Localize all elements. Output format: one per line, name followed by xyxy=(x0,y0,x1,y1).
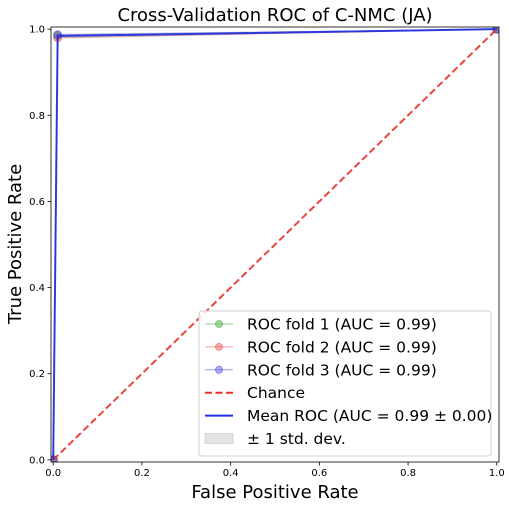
plot-area xyxy=(50,26,500,463)
chance-line xyxy=(52,28,498,461)
chart-title: Cross-Validation ROC of C-NMC (JA) xyxy=(117,5,432,26)
legend-swatch-patch xyxy=(204,433,234,444)
x-tick-label: 0.2 xyxy=(134,468,150,479)
y-tick-label: 0.6 xyxy=(29,197,45,208)
y-tick-label: 0.0 xyxy=(29,455,45,466)
x-axis-title: False Positive Rate xyxy=(191,482,358,503)
legend-swatch-marker xyxy=(215,365,223,374)
y-axis-title: True Positive Rate xyxy=(5,164,26,325)
legend-box xyxy=(198,310,492,457)
legend-label: ROC fold 3 (AUC = 0.99) xyxy=(247,361,437,379)
x-tick-label: 0.0 xyxy=(45,468,61,479)
y-tick-label: 0.4 xyxy=(29,283,45,294)
axis-ticks: 0.0 0.2 0.4 0.6 0.8 1.0 0.0 0.2 0.4 0.6 0.8 1.0 xyxy=(29,25,505,479)
mean-roc-line xyxy=(52,28,497,460)
x-tick-label: 1.0 xyxy=(489,468,505,479)
legend-swatch-marker xyxy=(215,320,223,328)
y-tick-label: 0.8 xyxy=(29,111,45,122)
x-tick-label: 0.6 xyxy=(311,468,327,479)
legend-label: ROC fold 1 (AUC = 0.99) xyxy=(247,316,437,334)
axes-frame xyxy=(50,26,500,463)
legend: ROC fold 1 (AUC = 0.99) ROC fold 2 (AUC =… xyxy=(198,310,492,457)
legend-swatch-marker xyxy=(215,342,223,351)
data-layer xyxy=(51,27,499,462)
legend-label: Mean ROC (AUC = 0.99 ± 0.00) xyxy=(247,407,492,425)
x-tick-label: 0.4 xyxy=(223,468,239,479)
legend-label: Chance xyxy=(247,384,305,402)
y-tick-label: 1.0 xyxy=(29,25,45,36)
x-tick-label: 0.8 xyxy=(400,468,416,479)
legend-label: ± 1 std. dev. xyxy=(247,430,346,448)
y-tick-label: 0.2 xyxy=(29,369,45,380)
legend-label: ROC fold 2 (AUC = 0.99) xyxy=(247,338,437,356)
